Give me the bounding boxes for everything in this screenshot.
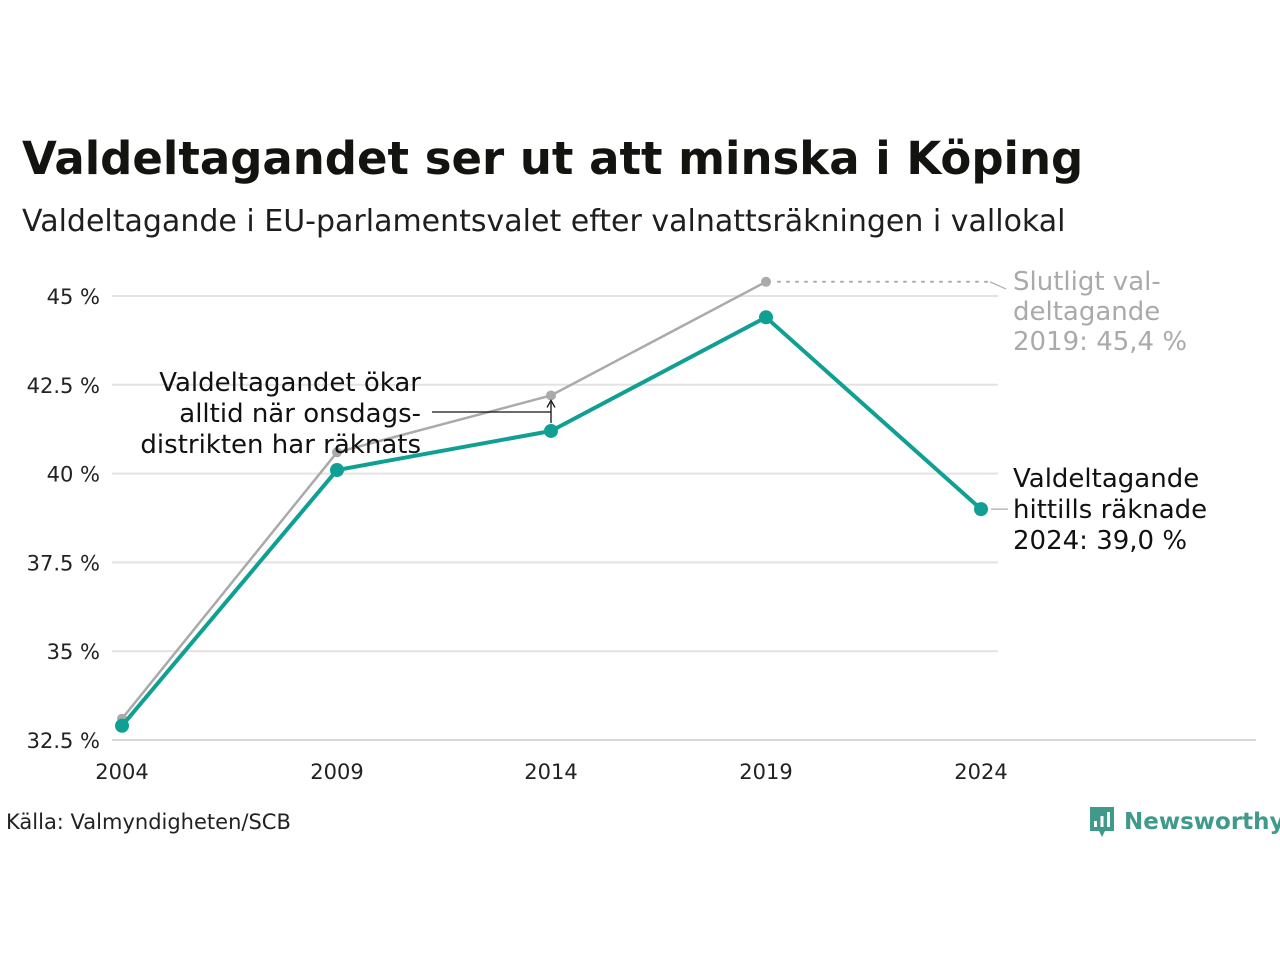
annotation-onsdag-text: alltid när onsdags-	[179, 399, 421, 429]
annotation-onsdag-text: Valdeltagandet ökar	[159, 368, 421, 398]
y-tick-label: 45 %	[47, 285, 100, 309]
annotation-current-2024-text: Valdeltagande	[1013, 464, 1199, 494]
final-turnout-point	[546, 390, 556, 401]
annotation-final-2019-text: 2019: 45,4 %	[1013, 327, 1187, 357]
annotation-final-2019-tick	[989, 281, 1007, 290]
final-turnout-point	[761, 276, 771, 287]
x-tick-label: 2004	[95, 760, 148, 784]
election-night-turnout-point	[759, 310, 773, 325]
final-turnout-line	[120, 280, 768, 720]
annotation-final-2019-text: deltagande	[1013, 297, 1160, 327]
source-note: Källa: Valmyndigheten/SCB	[6, 810, 291, 834]
newsworthy-logo-text: Newsworthy	[1124, 809, 1280, 835]
election-night-turnout-point	[544, 423, 558, 438]
election-night-turnout-point	[974, 502, 988, 517]
annotation-current-2024-text: 2024: 39,0 %	[1013, 526, 1187, 556]
election-night-turnout-point	[330, 463, 344, 478]
final-turnout-point	[332, 447, 342, 458]
newsworthy-logo-icon	[1090, 807, 1114, 837]
x-tick-label: 2014	[524, 760, 577, 784]
chart-subtitle: Valdeltagande i EU-parlamentsvalet efter…	[22, 204, 1066, 239]
annotation-final-2019-text: Slutligt val-	[1013, 267, 1161, 297]
y-tick-label: 35 %	[47, 640, 100, 664]
x-tick-label: 2024	[954, 760, 1007, 784]
y-tick-label: 32.5 %	[27, 729, 100, 753]
y-tick-label: 42.5 %	[27, 374, 100, 398]
newsworthy-logo: Newsworthy	[1088, 804, 1280, 840]
annotation-onsdag-arrowhead	[546, 399, 556, 408]
election-night-turnout-point	[115, 718, 129, 733]
y-tick-label: 37.5 %	[27, 551, 100, 575]
x-tick-label: 2009	[310, 760, 363, 784]
annotation-onsdag-text: distrikten har räknats	[140, 430, 421, 460]
y-tick-label: 40 %	[47, 463, 100, 487]
chart-title: Valdeltagandet ser ut att minska i Köpin…	[22, 132, 1084, 185]
x-tick-label: 2019	[739, 760, 792, 784]
annotation-current-2024-text: hittills räknade	[1013, 495, 1207, 525]
